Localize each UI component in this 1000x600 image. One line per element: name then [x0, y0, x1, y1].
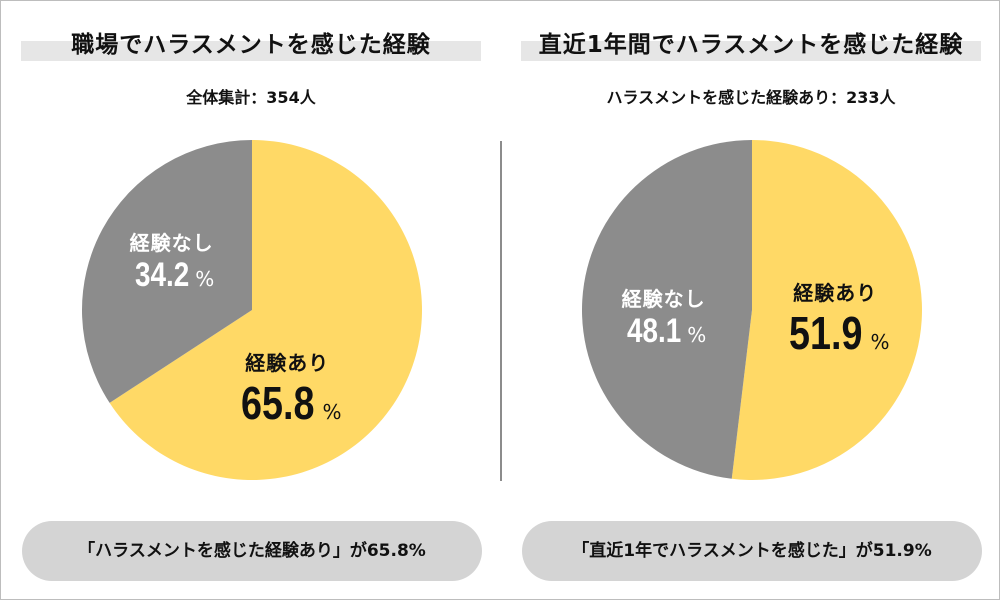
pie-slice-not-experienced — [81, 140, 253, 403]
pie-slice-experienced — [731, 140, 922, 480]
chart-subtitle: 全体集計：354人 — [186, 88, 316, 107]
slice-unit: % — [870, 330, 890, 354]
slice-value: 34.2 — [134, 256, 190, 294]
slice-unit: % — [687, 323, 707, 347]
panel-divider — [500, 141, 502, 481]
slice-label-experienced: 経験あり 51.9% — [781, 277, 890, 360]
slice-unit: % — [195, 267, 215, 291]
slice-value: 65.8 — [241, 377, 315, 429]
pie-chart — [81, 140, 422, 480]
slice-unit: % — [322, 400, 342, 424]
slice-name: 経験あり — [793, 281, 878, 305]
slice-name: 経験なし — [621, 287, 706, 311]
summary-pill: 「ハラスメントを感じた経験あり」が65.8% — [22, 521, 482, 581]
title-underline-bar — [21, 41, 481, 61]
slice-value-block: 34.2% — [129, 256, 214, 295]
slice-value-block: 51.9% — [781, 306, 890, 360]
summary-pill: 「直近1年でハラスメントを感じた」が51.9% — [522, 521, 982, 581]
slice-name: 経験あり — [245, 351, 330, 375]
chart-panel-overall: 職場でハラスメントを感じた経験 全体集計：354人 経験あり 65.8% 経験な… — [1, 1, 501, 599]
slice-value-block: 65.8% — [233, 376, 342, 430]
chart-subtitle: ハラスメントを感じた経験あり：233人 — [606, 88, 896, 107]
slice-label-not-experienced: 経験なし 34.2% — [129, 227, 215, 295]
chart-title: 職場でハラスメントを感じた経験 — [71, 32, 431, 58]
pie-slice-experienced — [109, 140, 422, 480]
chart-title: 直近1年間でハラスメントを感じた経験 — [538, 32, 964, 58]
slice-value: 48.1 — [626, 312, 682, 350]
slice-name: 経験なし — [129, 231, 214, 255]
chart-panel-recent-year: 直近1年間でハラスメントを感じた経験 ハラスメントを感じた経験あり：233人 経… — [501, 1, 999, 599]
slice-label-not-experienced: 経験なし 48.1% — [621, 283, 707, 351]
slice-label-experienced: 経験あり 65.8% — [233, 347, 342, 430]
pie-chart — [581, 139, 922, 480]
slice-value: 51.9 — [789, 307, 863, 359]
title-underline-bar — [521, 41, 981, 61]
pie-slice-not-experienced — [581, 139, 752, 479]
slice-value-block: 48.1% — [621, 312, 706, 351]
